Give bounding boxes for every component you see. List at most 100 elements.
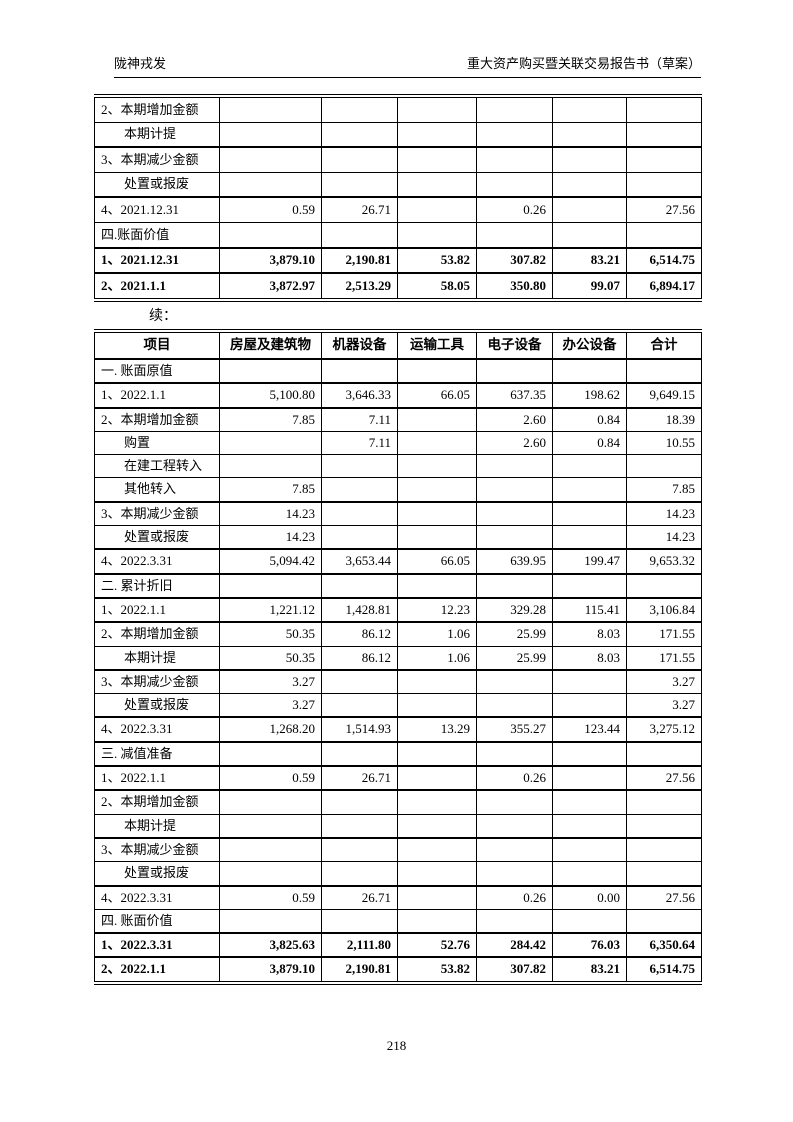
value-cell: 76.03 [552,932,627,958]
value-cell: 14.23 [219,525,322,550]
value-cell: 115.41 [552,596,627,623]
value-cell [397,861,477,887]
table-row: 1、2021.12.31 3,879.10 2,190.81 53.82 307.82 8… [94,246,702,274]
value-cell [626,121,702,148]
value-cell: 50.35 [219,621,322,647]
table-row: 4、2022.3.31 0.59 26.71 0.26 0.00 27.56 [94,884,702,910]
fixed-assets-table-2021-continued: 2、本期增加金额 本期计提 3、本期减少金额 处置或报废 4、2021.12.31 0.5… [94,94,702,302]
value-cell: 0.26 [476,765,553,791]
table-row: 四.账面价值 [94,221,702,249]
value-cell [552,789,627,815]
value-cell [476,861,553,887]
value-cell: 13.29 [397,716,477,743]
value-cell: 25.99 [476,645,553,671]
value-cell: 2.60 [476,406,553,432]
value-cell: 2,190.81 [321,246,398,274]
value-cell [219,94,322,123]
table-row: 二. 累计折旧 [94,572,702,599]
row-label-cell: 二. 累计折旧 [94,572,220,599]
value-cell: 83.21 [552,246,627,274]
value-cell: 3.27 [219,693,322,718]
value-cell: 3,879.10 [219,246,322,274]
table-row: 3、本期减少金额 [94,836,702,863]
row-label-cell: 本期计提 [94,645,220,671]
value-cell [397,406,477,432]
value-cell: 52.76 [397,932,477,958]
value-cell [397,525,477,550]
value-cell [626,789,702,815]
column-header-item: 项目 [94,330,220,360]
value-cell [321,146,398,173]
value-cell [397,171,477,198]
value-cell [626,861,702,887]
value-cell: 5,094.42 [219,548,322,575]
value-cell: 27.56 [626,765,702,791]
table-row: 一. 账面原值 [94,357,702,384]
value-cell: 8.03 [552,645,627,671]
row-label-cell: 处置或报废 [94,861,220,887]
value-cell [552,454,627,479]
value-cell [219,908,322,934]
value-cell [552,836,627,863]
value-cell: 7.11 [321,406,398,432]
value-cell: 1,221.12 [219,596,322,623]
value-cell [397,836,477,863]
value-cell: 6,514.75 [626,246,702,274]
table-row: 2、2022.1.1 3,879.10 2,190.81 53.82 307.82 83.… [94,956,702,984]
row-label-cell: 处置或报废 [94,171,220,198]
value-cell: 307.82 [476,956,553,984]
value-cell: 25.99 [476,621,553,647]
value-cell: 7.85 [219,406,322,432]
table-row: 4、2022.3.31 1,268.20 1,514.93 13.29 355.27 12… [94,716,702,743]
value-cell [476,525,553,550]
value-cell [626,357,702,384]
value-cell [476,693,553,718]
value-cell [397,813,477,839]
value-cell: 123.44 [552,716,627,743]
table-row: 3、本期减少金额 3.27 3.27 [94,668,702,695]
value-cell [219,121,322,148]
row-label-cell: 3、本期减少金额 [94,146,220,173]
value-cell [219,740,322,767]
value-cell [397,668,477,695]
column-header-electronics: 电子设备 [476,330,553,360]
value-cell [321,668,398,695]
row-label-cell: 3、本期减少金额 [94,668,220,695]
table-body: 一. 账面原值 1、2022.1.1 5,100.80 3,646.33 66.05 63… [94,357,702,984]
value-cell: 0.84 [552,430,627,456]
value-cell [476,357,553,384]
value-cell: 66.05 [397,548,477,575]
value-cell [626,454,702,479]
table-row: 4、2022.3.31 5,094.42 3,653.44 66.05 639.95 19… [94,548,702,575]
value-cell: 1,428.81 [321,596,398,623]
row-label-cell: 购置 [94,430,220,456]
value-cell: 639.95 [476,548,553,575]
row-label-cell: 2、本期增加金额 [94,621,220,647]
value-cell [321,500,398,527]
value-cell: 307.82 [476,246,553,274]
value-cell [219,171,322,198]
value-cell: 53.82 [397,246,477,274]
table-row: 其他转入 7.85 7.85 [94,477,702,503]
value-cell: 86.12 [321,645,398,671]
value-cell: 3,872.97 [219,272,322,301]
value-cell [626,740,702,767]
value-cell: 27.56 [626,196,702,223]
row-label-cell: 1、2022.3.31 [94,932,220,958]
value-cell: 14.23 [626,500,702,527]
value-cell [552,668,627,695]
value-cell: 6,514.75 [626,956,702,984]
table-row: 1、2022.3.31 3,825.63 2,111.80 52.76 284.42 76… [94,932,702,958]
value-cell [626,836,702,863]
value-cell: 14.23 [219,500,322,527]
value-cell [476,94,553,123]
column-header-total: 合计 [626,330,702,360]
value-cell: 26.71 [321,196,398,223]
value-cell [397,693,477,718]
value-cell [397,572,477,599]
header-document-title: 重大资产购买暨关联交易报告书（草案） [466,56,701,71]
row-label-cell: 四. 账面价值 [94,908,220,934]
value-cell: 171.55 [626,645,702,671]
row-label-cell: 三. 减值准备 [94,740,220,767]
table-row: 处置或报废 [94,861,702,887]
